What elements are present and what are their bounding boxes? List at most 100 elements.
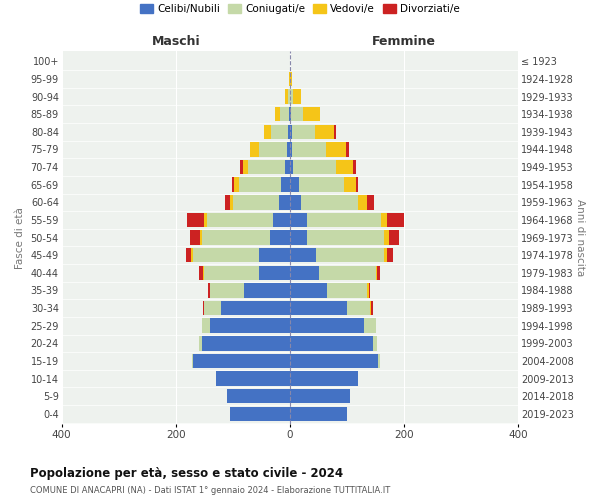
Bar [275, 107, 280, 122]
Bar [289, 72, 290, 86]
Bar [289, 107, 290, 122]
Bar [370, 301, 371, 316]
Bar [185, 248, 191, 262]
Bar [193, 354, 290, 368]
Bar [314, 124, 334, 139]
Bar [369, 283, 370, 298]
Bar [290, 230, 307, 245]
Bar [288, 90, 290, 104]
Bar [301, 195, 358, 210]
Bar [273, 212, 290, 227]
Bar [326, 142, 346, 156]
Bar [387, 212, 404, 227]
Bar [290, 178, 299, 192]
Bar [203, 301, 205, 316]
Bar [367, 283, 369, 298]
Bar [373, 336, 377, 350]
Bar [208, 283, 210, 298]
Text: COMUNE DI ANACAPRI (NA) - Dati ISTAT 1° gennaio 2024 - Elaborazione TUTTITALIA.I: COMUNE DI ANACAPRI (NA) - Dati ISTAT 1° … [30, 486, 390, 495]
Bar [216, 372, 290, 386]
Bar [193, 248, 259, 262]
Bar [290, 372, 358, 386]
Bar [377, 266, 380, 280]
Bar [221, 301, 290, 316]
Bar [379, 354, 380, 368]
Text: Maschi: Maschi [152, 35, 200, 48]
Y-axis label: Fasce di età: Fasce di età [15, 206, 25, 268]
Bar [344, 178, 356, 192]
Bar [248, 160, 286, 174]
Bar [290, 354, 379, 368]
Bar [290, 124, 292, 139]
Bar [293, 160, 335, 174]
Bar [299, 178, 344, 192]
Bar [389, 230, 399, 245]
Bar [240, 160, 242, 174]
Bar [205, 212, 207, 227]
Bar [334, 124, 336, 139]
Y-axis label: Anni di nascita: Anni di nascita [575, 199, 585, 276]
Bar [290, 107, 291, 122]
Bar [230, 195, 233, 210]
Bar [290, 72, 292, 86]
Bar [290, 283, 327, 298]
Bar [376, 266, 377, 280]
Bar [290, 160, 293, 174]
Bar [307, 212, 381, 227]
Text: Femmine: Femmine [372, 35, 436, 48]
Bar [290, 90, 293, 104]
Bar [259, 142, 287, 156]
Bar [353, 160, 356, 174]
Bar [292, 142, 326, 156]
Bar [199, 336, 202, 350]
Bar [292, 124, 314, 139]
Bar [259, 266, 290, 280]
Bar [358, 195, 367, 210]
Bar [281, 178, 290, 192]
Bar [207, 212, 273, 227]
Bar [286, 160, 290, 174]
Bar [199, 266, 203, 280]
Bar [280, 107, 289, 122]
Bar [226, 195, 230, 210]
Bar [384, 230, 389, 245]
Bar [302, 107, 320, 122]
Bar [384, 248, 387, 262]
Bar [227, 389, 290, 404]
Bar [291, 107, 302, 122]
Bar [191, 248, 193, 262]
Bar [278, 195, 290, 210]
Bar [210, 318, 290, 333]
Bar [203, 266, 205, 280]
Bar [290, 212, 307, 227]
Bar [202, 336, 290, 350]
Bar [381, 212, 387, 227]
Bar [232, 178, 234, 192]
Bar [371, 301, 373, 316]
Bar [202, 318, 210, 333]
Bar [290, 266, 319, 280]
Bar [346, 142, 349, 156]
Bar [239, 178, 281, 192]
Bar [288, 124, 290, 139]
Bar [387, 248, 392, 262]
Bar [233, 195, 278, 210]
Bar [319, 266, 376, 280]
Bar [242, 160, 248, 174]
Bar [192, 354, 193, 368]
Bar [364, 318, 376, 333]
Bar [205, 266, 259, 280]
Bar [187, 212, 205, 227]
Bar [293, 90, 301, 104]
Bar [287, 142, 290, 156]
Bar [200, 230, 202, 245]
Bar [290, 318, 364, 333]
Bar [210, 283, 244, 298]
Bar [290, 248, 316, 262]
Bar [202, 230, 270, 245]
Bar [290, 195, 301, 210]
Bar [307, 230, 384, 245]
Bar [234, 178, 239, 192]
Bar [335, 160, 353, 174]
Bar [347, 301, 370, 316]
